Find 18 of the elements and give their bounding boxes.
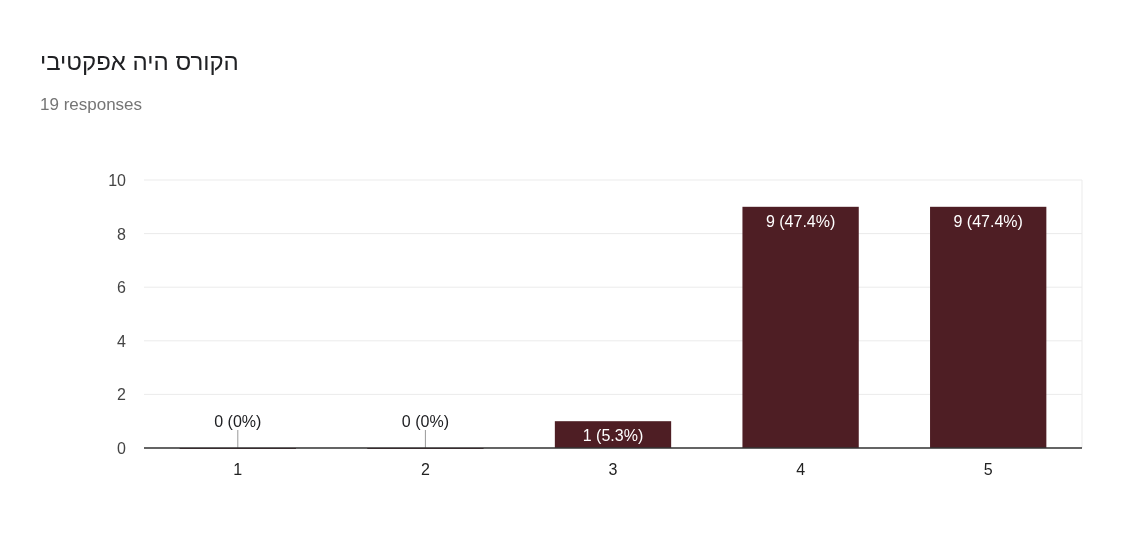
title: הקורס היה אפקטיבי <box>40 48 239 75</box>
x-tick-label: 1 <box>233 461 243 478</box>
y-tick-label: 4 <box>117 332 127 350</box>
y-tick-label: 0 <box>117 440 127 457</box>
x-tick-label: 2 <box>420 461 430 478</box>
y-tick-label: 10 <box>108 172 127 189</box>
data-label: 1 (5.3%) <box>582 427 644 445</box>
x-tick-label: 5 <box>983 461 993 478</box>
data-label: 9 (47.4%) <box>765 212 836 230</box>
y-tick-label: 8 <box>117 225 127 243</box>
x-tick-label: 3 <box>608 461 618 478</box>
y-tick-label: 2 <box>117 386 127 404</box>
data-label: 0 (0%) <box>214 413 262 430</box>
x-tick-label: 4 <box>796 461 806 478</box>
data-label: 0 (0%) <box>401 413 449 430</box>
y-tick-label: 6 <box>117 279 127 297</box>
subtitle: 19 responses <box>40 95 143 114</box>
data-label: 9 (47.4%) <box>953 212 1023 230</box>
